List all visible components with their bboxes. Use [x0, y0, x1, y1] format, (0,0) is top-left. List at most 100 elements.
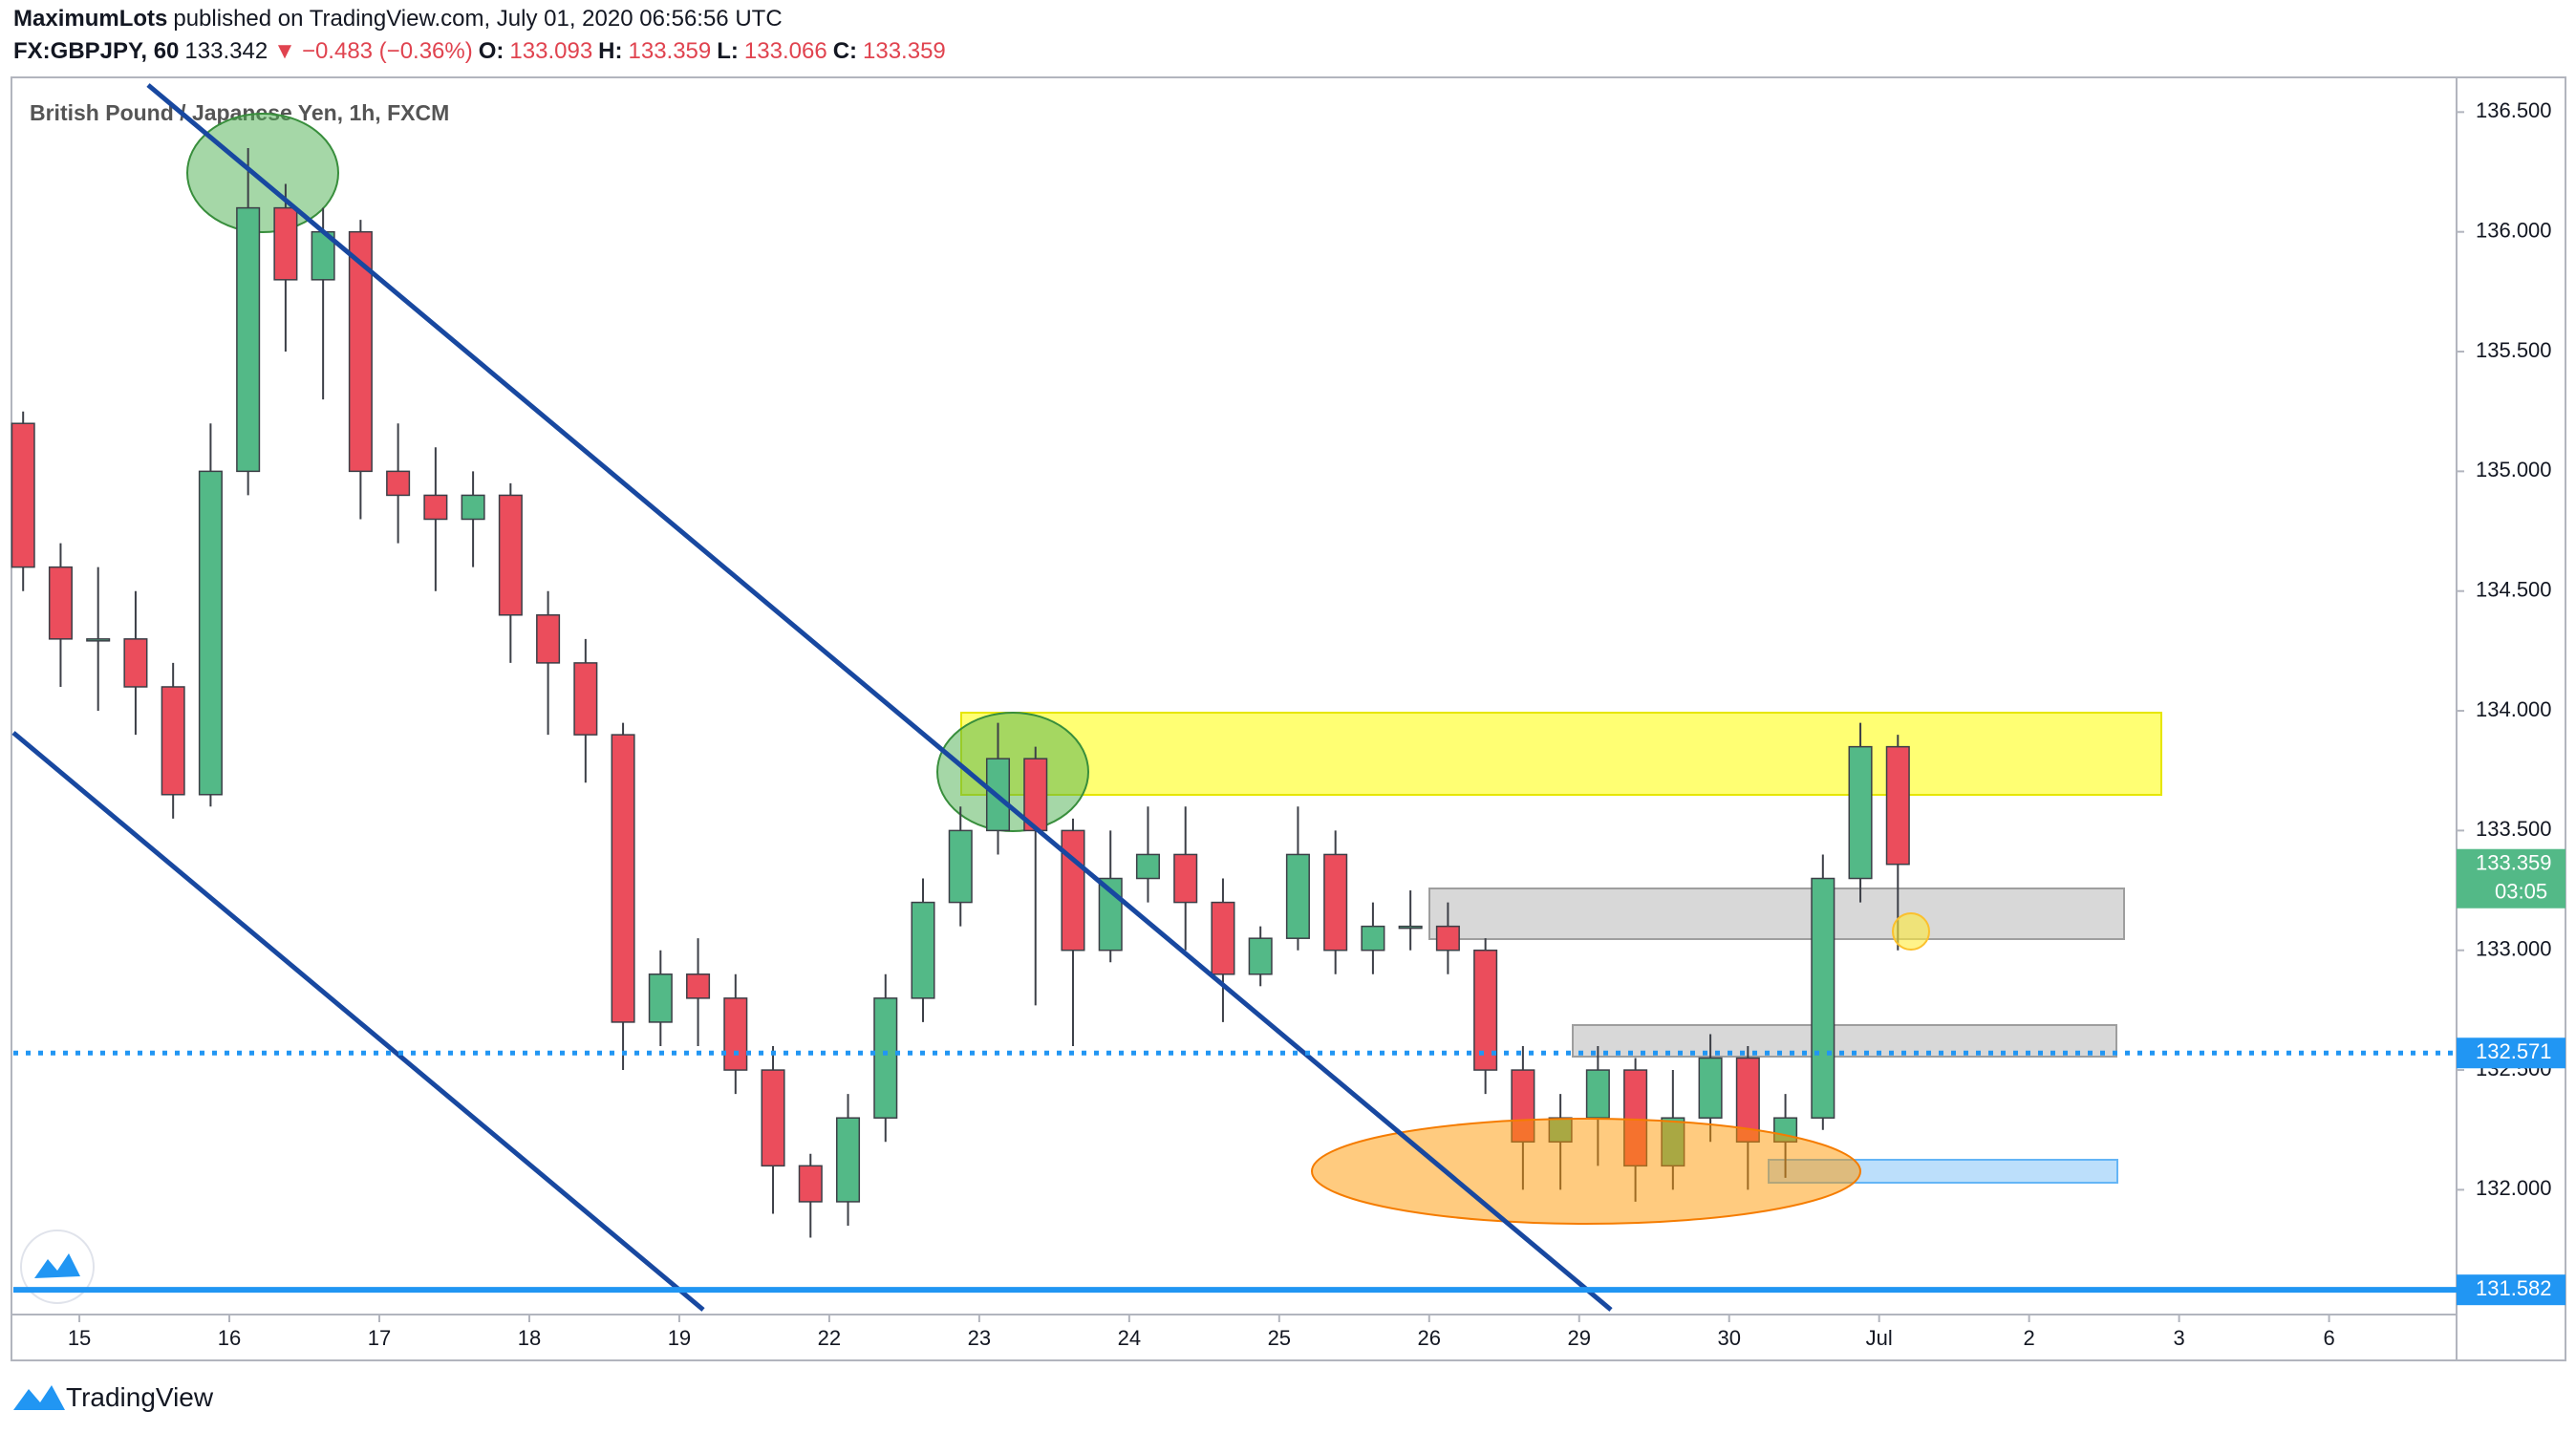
x-tick-label: 17 [368, 1326, 391, 1350]
candle-body [723, 997, 748, 1071]
y-tick-label: 134.500 [2476, 578, 2552, 602]
candle-body [836, 1117, 861, 1203]
price-label: 132.571 [2476, 1039, 2552, 1063]
y-tick-label: 132.000 [2476, 1176, 2552, 1200]
x-tick-label: 16 [218, 1326, 241, 1350]
drawings [186, 113, 2162, 1184]
publish-line: MaximumLots published on TradingView.com,… [13, 6, 788, 32]
x-tick-label: 23 [968, 1326, 991, 1350]
x-tick-label: 24 [1118, 1326, 1141, 1350]
highlight-ellipse [186, 113, 339, 233]
ohlc-value: 133.066 [743, 38, 827, 64]
y-tick-label: 135.000 [2476, 458, 2552, 481]
candles [11, 147, 1910, 1238]
candle-body [1585, 1069, 1610, 1119]
badge-icon [34, 1253, 80, 1278]
ohlc-label: O: [478, 38, 504, 64]
candle-body [1811, 877, 1835, 1119]
gray-zone [1428, 888, 2125, 940]
y-tick-label: 136.000 [2476, 218, 2552, 242]
candle-body [236, 206, 261, 473]
footer-brand: TradingView [66, 1382, 214, 1412]
candle-body [48, 566, 73, 640]
x-tick-label: 18 [518, 1326, 541, 1350]
x-tick-label: 3 [2173, 1326, 2184, 1350]
candle-body [536, 614, 561, 664]
badge-circle [20, 1230, 95, 1304]
x-tick-label: Jul [1866, 1326, 1893, 1350]
candle-body [273, 206, 298, 281]
change: −0.483 (−0.36%) [301, 38, 473, 64]
candle-body [423, 494, 448, 521]
trend-line [146, 83, 1613, 1312]
candle-body [1398, 925, 1423, 930]
logo-icon [13, 1385, 65, 1410]
chart: British Pound / Japanese Yen, 1h, FXCM 1… [11, 76, 2566, 1361]
ohlc-label: C: [832, 38, 858, 64]
candle-body [1323, 853, 1348, 952]
candle-body [911, 901, 935, 999]
highlight-ellipse [936, 712, 1089, 832]
candle-body [161, 686, 185, 796]
y-tick-label: 133.000 [2476, 937, 2552, 961]
candle-body [873, 997, 898, 1119]
candle-body [123, 638, 148, 688]
candle-body [86, 638, 111, 642]
price-label-box [2457, 1274, 2565, 1306]
ohlc-value: 133.093 [509, 38, 593, 64]
candle-body [1435, 925, 1460, 952]
tv-badge [20, 1230, 95, 1304]
trend-line [11, 731, 705, 1312]
candle-body [1848, 745, 1873, 880]
candle-body [498, 494, 523, 616]
last-price-label: 133.359 [2476, 851, 2552, 875]
quote-line: FX:GBPJPY, 60 133.342 ▼ −0.483 (−0.36%) O: 13… [13, 38, 952, 65]
candle-body [1211, 901, 1235, 975]
chart-frame [11, 76, 2566, 1361]
x-tick-label: 2 [2024, 1326, 2035, 1350]
candle-body [386, 470, 411, 497]
candle-body [1698, 1057, 1723, 1119]
price-label-box [2457, 1037, 2565, 1069]
candle-body [648, 973, 673, 1023]
y-tick-label: 133.500 [2476, 817, 2552, 841]
y-tick-label: 135.500 [2476, 338, 2552, 362]
candle-body [198, 470, 223, 796]
published-info: published on TradingView.com, July 01, 2… [173, 6, 783, 32]
candle-body [1473, 949, 1498, 1071]
footer-logo [13, 1385, 65, 1410]
candle-body [1135, 853, 1160, 880]
countdown-label: 03:05 [2495, 880, 2547, 904]
y-tick-label: 134.000 [2476, 697, 2552, 721]
candle-body [1361, 925, 1385, 952]
candle-body [1885, 745, 1910, 866]
candle-body [761, 1069, 785, 1167]
support-ellipse [1311, 1118, 1861, 1225]
x-tick-label: 6 [2323, 1326, 2334, 1350]
x-tick-label: 25 [1268, 1326, 1291, 1350]
x-tick-label: 19 [668, 1326, 691, 1350]
y-tick-label: 136.500 [2476, 98, 2552, 122]
candle-body [611, 734, 635, 1023]
x-tick-label: 30 [1717, 1326, 1740, 1350]
candle-body [348, 230, 373, 473]
last: 133.342 [184, 38, 268, 64]
last-price-box [2457, 848, 2565, 909]
gray-zone [1572, 1024, 2117, 1058]
ohlc-label: L: [717, 38, 739, 64]
candle-body [798, 1165, 823, 1203]
ohlc-label: H: [598, 38, 623, 64]
overlay-drawings [11, 83, 1930, 1312]
resistance-zone [960, 712, 2162, 796]
x-tick-label: 15 [68, 1326, 91, 1350]
arrow: ▼ [273, 38, 296, 64]
candle-body [11, 422, 35, 568]
candle-body [1173, 853, 1198, 904]
candle-body [1061, 829, 1085, 952]
x-tick-label: 29 [1567, 1326, 1590, 1350]
highlight-circle [1892, 912, 1930, 951]
candle-body [461, 494, 485, 521]
price-label: 131.582 [2476, 1276, 2552, 1300]
candle-body [573, 662, 598, 736]
